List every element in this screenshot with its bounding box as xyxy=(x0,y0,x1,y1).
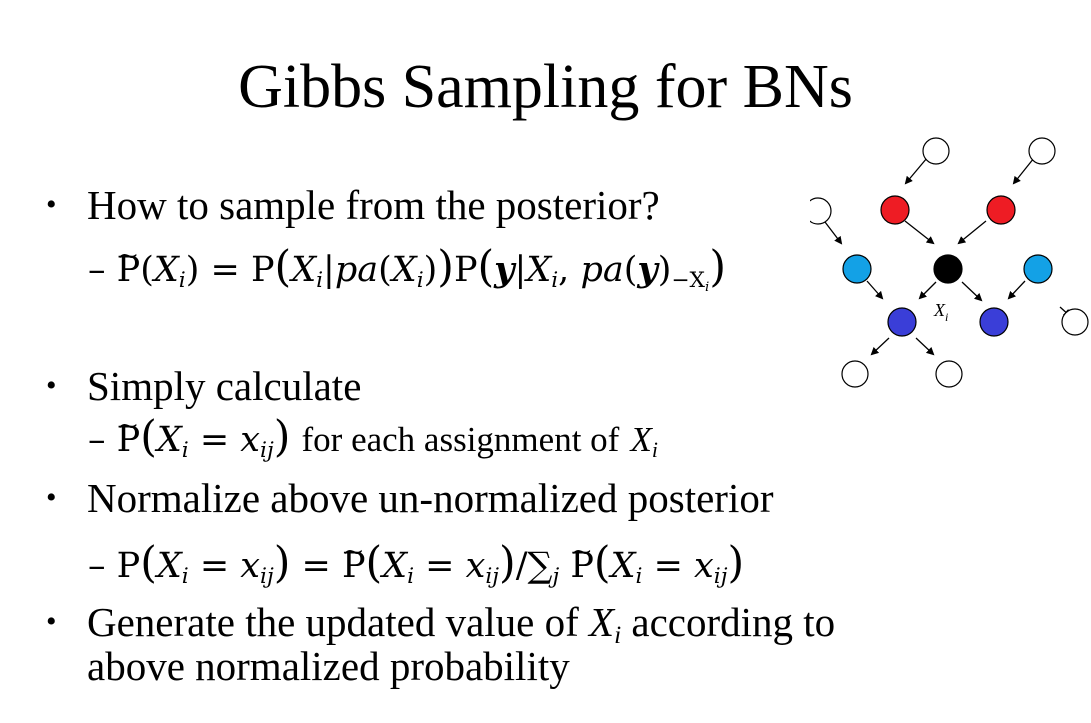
child-node xyxy=(887,307,917,337)
parent-node xyxy=(986,195,1016,225)
parent-parent-node xyxy=(922,137,950,165)
coparent-node xyxy=(1023,254,1053,284)
coparent-parent-node xyxy=(810,197,832,225)
bullet-simply-calculate: Simply calculate xyxy=(87,363,362,409)
equation-unnormalized: – P(Xi = xij) for each assignment of Xi xyxy=(88,406,658,461)
bullet-how-to-sample: How to sample from the posterior? xyxy=(87,182,660,228)
bullet-generate-line2: above normalized probability xyxy=(87,643,570,689)
equation-conditional-posterior: – P(Xi) = P(Xi|pa(Xi))P(y|Xi, pa(y)−Xi) xyxy=(88,236,726,294)
bullet-generate-line1: Generate the updated value of Xi accordi… xyxy=(87,599,836,650)
markov-blanket-diagram: Xi xyxy=(810,137,1089,388)
slide-title: Gibbs Sampling for BNs xyxy=(238,53,853,121)
grandchild-node xyxy=(935,360,963,388)
bullet-dot: • xyxy=(46,369,57,402)
coparent-node xyxy=(842,254,872,284)
child-node xyxy=(979,307,1009,337)
bullet-normalize: Normalize above un-normalized posterior xyxy=(87,475,774,521)
parent-parent-node xyxy=(1028,137,1056,165)
equation-normalized: – P(Xi = xij) = P(Xi = xij)/∑j P(Xi = xi… xyxy=(88,532,744,587)
grandchild-node xyxy=(841,360,869,388)
target-node-label: Xi xyxy=(933,300,948,324)
bullet-dot: • xyxy=(46,188,57,221)
parent-node xyxy=(880,195,910,225)
bullet-dot: • xyxy=(46,605,57,638)
bullet-dot: • xyxy=(46,481,57,514)
child-coparent-node xyxy=(1061,308,1089,336)
target-node xyxy=(933,254,963,284)
